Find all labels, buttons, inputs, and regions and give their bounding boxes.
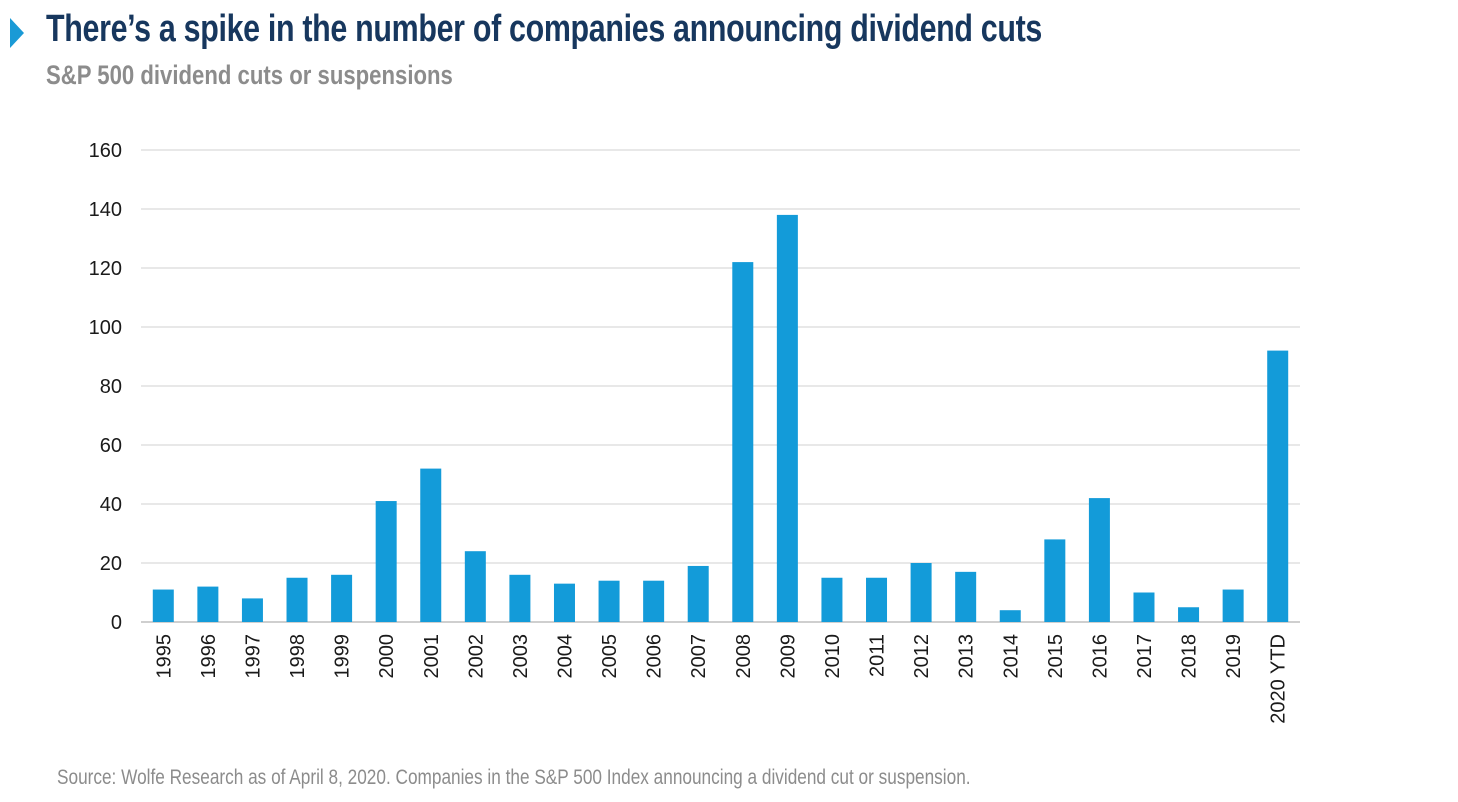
- x-tick-label: 2010: [822, 634, 844, 679]
- bar: [598, 580, 620, 622]
- x-tick-label: 2006: [644, 634, 666, 679]
- bar: [1267, 350, 1289, 622]
- x-tick-label: 2017: [1134, 634, 1156, 679]
- x-tick-label: 2001: [421, 634, 443, 679]
- x-tick-label: 1997: [242, 634, 264, 679]
- source-note: Source: Wolfe Research as of April 8, 20…: [57, 766, 971, 789]
- x-tick-label: 1996: [198, 634, 220, 679]
- x-tick-label: 1995: [153, 634, 175, 679]
- bars: [152, 214, 1289, 622]
- x-tick-label: 2012: [911, 634, 933, 679]
- x-tick-label: 2000: [376, 634, 398, 679]
- x-tick-label: 2011: [867, 634, 889, 677]
- chart-subtitle: S&P 500 dividend cuts or suspensions: [46, 60, 453, 90]
- x-tick-label: 2002: [465, 634, 487, 679]
- y-tick-label: 160: [89, 140, 122, 162]
- bar: [955, 571, 977, 622]
- bar: [331, 574, 353, 622]
- x-tick-label: 2009: [777, 634, 799, 679]
- bar: [999, 610, 1021, 622]
- y-tick-label: 80: [100, 376, 122, 398]
- gridlines: [141, 149, 1300, 623]
- bar: [732, 262, 754, 622]
- x-tick-label: 2016: [1089, 634, 1111, 679]
- bar: [197, 586, 219, 622]
- bar: [776, 214, 798, 622]
- x-tick-label: 2003: [510, 634, 532, 679]
- x-tick-label: 1998: [287, 634, 309, 679]
- bar: [1222, 589, 1244, 622]
- x-tick-label: 2019: [1223, 634, 1245, 679]
- x-axis-ticks: 1995 1996 1997 1998 1999 2000 2001 2002 2003 2004…: [153, 634, 1289, 724]
- y-tick-label: 140: [89, 199, 122, 221]
- x-tick-label: 2007: [688, 634, 710, 679]
- bar: [464, 551, 486, 622]
- bar: [375, 501, 397, 622]
- bar: [152, 589, 174, 622]
- y-tick-label: 100: [89, 317, 122, 339]
- bar: [687, 565, 709, 622]
- bar: [1088, 498, 1110, 622]
- x-tick-label: 2008: [733, 634, 755, 679]
- bar: [821, 577, 843, 622]
- bar: [553, 583, 575, 622]
- bar: [509, 574, 531, 622]
- bar: [241, 598, 263, 622]
- y-tick-label: 20: [100, 553, 122, 575]
- y-axis-ticks: 0 20 40 60 80 100 120 140 160: [89, 140, 122, 634]
- bar: [286, 577, 308, 622]
- title-marker-icon: [10, 18, 24, 48]
- bar: [910, 563, 932, 622]
- bar: [1178, 607, 1200, 622]
- x-tick-label: 2013: [956, 634, 978, 679]
- y-tick-label: 120: [89, 258, 122, 280]
- x-tick-label: 2014: [1000, 634, 1022, 679]
- x-tick-label: 2004: [554, 634, 576, 679]
- bar: [643, 580, 665, 622]
- bar: [1044, 539, 1066, 622]
- x-tick-label: 2015: [1045, 634, 1067, 679]
- bar: [420, 468, 442, 622]
- y-tick-label: 60: [100, 435, 122, 457]
- chart-title: There’s a spike in the number of compani…: [46, 8, 1043, 50]
- y-tick-label: 0: [111, 612, 122, 634]
- y-tick-label: 40: [100, 494, 122, 516]
- bar: [866, 577, 888, 622]
- bar: [1133, 592, 1155, 622]
- x-tick-label: 2005: [599, 634, 621, 679]
- x-tick-label: 2018: [1179, 634, 1201, 679]
- x-tick-label: 2020 YTD: [1268, 634, 1290, 724]
- x-tick-label: 1999: [332, 634, 354, 679]
